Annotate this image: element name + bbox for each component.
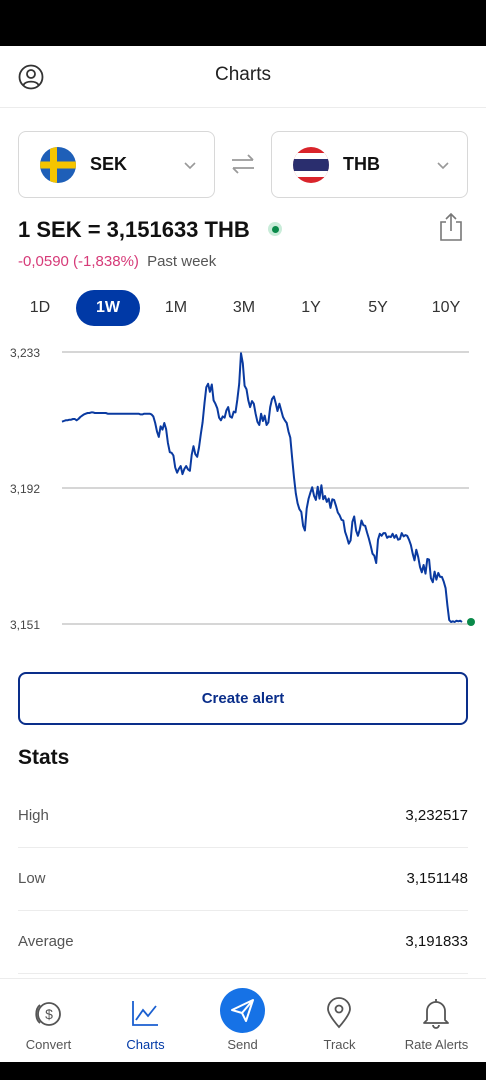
send-button-circle (220, 988, 265, 1033)
swap-arrows-icon[interactable] (229, 150, 257, 178)
share-icon[interactable] (437, 212, 465, 242)
tab-range-1m[interactable]: 1M (164, 299, 188, 316)
rate-change: -0,0590 (-1,838%) Past week (18, 253, 216, 270)
time-range-tabs: 1D 1W 1M 3M 1Y 5Y 10Y (6, 290, 480, 326)
from-currency-code: SEK (90, 154, 128, 174)
tab-track[interactable]: Track (291, 979, 388, 1063)
to-currency-code: THB (343, 154, 380, 174)
stat-value: 3,191833 (405, 933, 468, 950)
y-tick-label: 3,192 (10, 482, 40, 496)
tab-range-3m[interactable]: 3M (232, 299, 256, 316)
live-indicator-icon (268, 222, 282, 236)
exchange-rate: 1 SEK = 3,151633 THB (18, 217, 250, 242)
chevron-down-icon (184, 162, 196, 170)
system-nav-bar (0, 1062, 486, 1080)
coins-icon: $ (35, 1002, 61, 1026)
series-line (61, 352, 463, 623)
from-currency-select[interactable]: SEK (18, 131, 215, 198)
y-tick-label: 3,151 (10, 618, 40, 632)
stat-label: High (18, 807, 49, 824)
tab-label: Send (227, 1037, 258, 1052)
tab-label: Charts (126, 1037, 165, 1052)
stat-label: Average (18, 933, 74, 950)
chart-icon (132, 1001, 158, 1026)
tab-label: Track (323, 1037, 356, 1052)
tab-range-1w[interactable]: 1W (76, 290, 140, 326)
stat-label: Low (18, 870, 46, 887)
thailand-flag-icon (293, 147, 329, 183)
tab-convert[interactable]: $ Convert (0, 979, 97, 1063)
create-alert-button[interactable]: Create alert (18, 672, 468, 725)
tab-label: Convert (25, 1037, 72, 1052)
status-bar (0, 0, 486, 46)
send-icon (231, 999, 254, 1022)
stat-value: 3,151148 (406, 870, 468, 887)
tab-range-1y[interactable]: 1Y (301, 299, 321, 316)
stat-value: 3,232517 (405, 807, 468, 824)
chevron-down-icon (437, 162, 449, 170)
latest-point-dot (467, 618, 475, 626)
stat-row-high: High 3,232517 (18, 785, 468, 848)
tab-label: Rate Alerts (404, 1037, 469, 1052)
tab-charts[interactable]: Charts (97, 979, 194, 1063)
profile-icon[interactable] (18, 64, 44, 90)
bottom-tab-bar: $ Convert Charts Send Track Rate Alerts (0, 978, 486, 1062)
bell-icon (423, 999, 449, 1029)
stats-title: Stats (18, 746, 70, 769)
rate-change-value: -0,0590 (-1,838%) (18, 253, 139, 270)
svg-text:$: $ (45, 1006, 53, 1022)
rate-change-period: Past week (147, 253, 217, 270)
tab-rate-alerts[interactable]: Rate Alerts (388, 979, 485, 1063)
app-header: Charts (0, 46, 486, 108)
page-title: Charts (215, 64, 271, 85)
location-pin-icon (327, 997, 351, 1029)
stat-row-average: Average 3,191833 (18, 911, 468, 974)
to-currency-select[interactable]: THB (271, 131, 468, 198)
stat-row-low: Low 3,151148 (18, 848, 468, 911)
sweden-flag-icon (40, 147, 76, 183)
tab-send[interactable]: Send (194, 979, 291, 1063)
rate-line-chart: 3,233 3,192 3,151 (10, 346, 475, 632)
tab-range-1d[interactable]: 1D (29, 299, 51, 316)
tab-range-5y[interactable]: 5Y (368, 299, 388, 316)
y-tick-label: 3,233 (10, 346, 40, 360)
tab-range-10y[interactable]: 10Y (431, 299, 461, 316)
